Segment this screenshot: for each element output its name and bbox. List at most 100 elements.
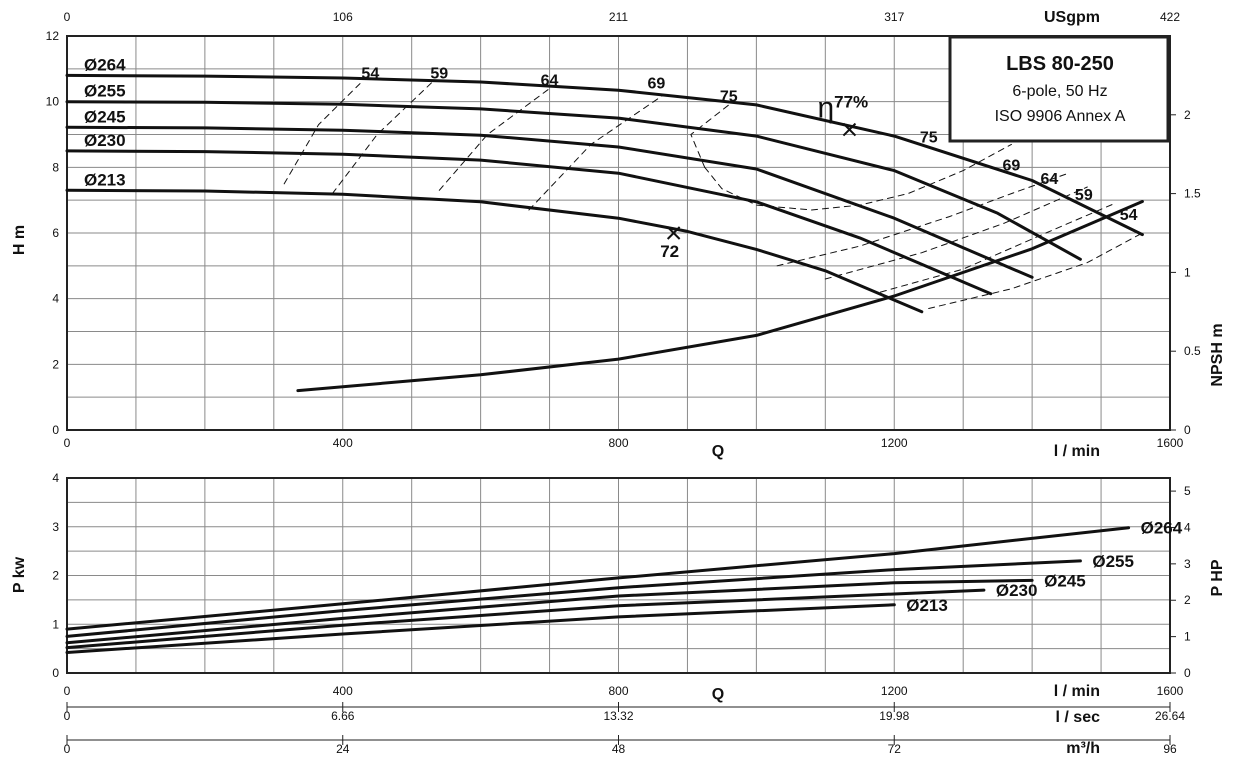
bottom-axis-unit-label: l / min (1054, 683, 1100, 700)
npsh-tick-label: 0.5 (1184, 344, 1201, 358)
power-curve-label: Ø230 (996, 581, 1038, 600)
bottom-axis-tick-label: 1200 (881, 684, 908, 698)
hp-axis-label: P HP (1209, 559, 1226, 596)
efficiency-line (438, 88, 551, 191)
npsh-tick-label: 2 (1184, 108, 1191, 122)
efficiency-line (690, 104, 730, 168)
efficiency-label: 64 (1040, 171, 1058, 188)
efficiency-line (331, 81, 433, 195)
power-y-axis-label: P kw (11, 556, 28, 593)
npsh-tick-label: 1 (1184, 265, 1191, 279)
power-curve-label: Ø213 (906, 596, 948, 615)
power-y-tick-label: 4 (52, 471, 59, 485)
power-curve-label: Ø264 (1141, 519, 1183, 538)
efficiency-label: 59 (1075, 187, 1093, 204)
bottom-axis-tick-label: 6.66 (331, 709, 355, 723)
efficiency-line (824, 186, 1088, 280)
usgpm-tick-label: 422 (1160, 10, 1180, 24)
bottom-axis-tick-label: 400 (333, 684, 353, 698)
head-curve-label: Ø230 (84, 131, 126, 150)
usgpm-tick-label: 0 (64, 10, 71, 24)
operating-point-marker (842, 122, 857, 137)
head-x-tick-label: 800 (608, 436, 628, 450)
best-efficiency-label: η77% (817, 92, 868, 125)
power-y-tick-label: 1 (52, 617, 59, 631)
bottom-axis-tick-label: 13.32 (603, 709, 633, 723)
efficiency-label: 69 (648, 76, 666, 93)
hp-tick-label: 0 (1184, 666, 1191, 680)
head-y-axis-label: H m (11, 225, 28, 255)
power-curve (65, 588, 986, 650)
bottom-axis-tick-label: 96 (1163, 742, 1177, 756)
head-y-tick-label: 4 (52, 292, 59, 306)
power-x-axis-label: Q (712, 686, 724, 703)
power-grid-frame (66, 477, 1171, 674)
head-curve (65, 73, 1144, 237)
usgpm-tick-label: 106 (333, 10, 353, 24)
usgpm-tick-label: 211 (609, 10, 628, 24)
head-y-tick-label: 12 (46, 29, 60, 43)
bottom-axis-tick-label: 1600 (1157, 684, 1184, 698)
head-y-tick-label: 2 (52, 357, 59, 371)
bottom-axis-tick-label: 800 (608, 684, 628, 698)
usgpm-tick-label: 317 (884, 10, 904, 24)
efficiency-line (880, 202, 1116, 293)
power-curve (65, 526, 1131, 631)
power-y-tick-label: 0 (52, 666, 59, 680)
pump-spec-line: 6-pole, 50 Hz (1012, 83, 1107, 100)
head-curve-label: Ø213 (84, 170, 126, 189)
efficiency-line (776, 173, 1068, 267)
head-curve (65, 125, 1034, 279)
hp-tick-label: 5 (1184, 484, 1191, 498)
head-y-tick-label: 6 (52, 226, 59, 240)
power-curve (65, 578, 1034, 645)
efficiency-line (928, 232, 1143, 309)
hp-tick-label: 2 (1184, 593, 1191, 607)
power-y-tick-label: 2 (52, 569, 59, 583)
head-x-tick-label: 400 (333, 436, 353, 450)
npsh-axis-label: NPSH m (1209, 323, 1226, 386)
head-curve-label: Ø264 (84, 55, 126, 74)
head-grid-frame (66, 35, 1171, 431)
bottom-axis-tick-label: 0 (64, 709, 71, 723)
head-x-tick-label: 1200 (881, 436, 908, 450)
head-curve (65, 149, 993, 296)
power-curve (65, 603, 896, 654)
operating-point-marker (666, 226, 681, 240)
head-y-tick-label: 8 (52, 160, 59, 174)
bottom-axis-tick-label: 19.98 (879, 709, 909, 723)
pump-standard-line: ISO 9906 Annex A (995, 108, 1126, 125)
pump-model-title: LBS 80-250 (1006, 53, 1114, 75)
efficiency-line (704, 143, 1012, 211)
head-x-axis-label: Q (712, 443, 724, 460)
bottom-axis-unit-label: l / sec (1056, 709, 1101, 726)
head-y-tick-label: 10 (46, 95, 60, 109)
bottom-axis-tick-label: 0 (64, 684, 71, 698)
head-curve-label: Ø245 (84, 107, 126, 126)
power-grid (66, 477, 1171, 674)
operating-point-label: 72 (660, 242, 679, 261)
efficiency-label: 69 (1003, 158, 1021, 175)
head-curve (65, 100, 1082, 261)
bottom-axis-tick-label: 26.64 (1155, 709, 1185, 723)
efficiency-label: 54 (1120, 207, 1138, 224)
head-curve-label: Ø255 (84, 82, 126, 101)
bottom-axis-tick-label: 24 (336, 742, 350, 756)
head-curve (65, 188, 924, 314)
power-curve-label: Ø245 (1044, 571, 1086, 590)
npsh-tick-label: 0 (1184, 423, 1191, 437)
efficiency-line (283, 83, 361, 185)
efficiency-label: 75 (920, 130, 938, 147)
power-curve-label: Ø255 (1092, 552, 1134, 571)
efficiency-label: 59 (430, 66, 448, 83)
head-x-units-label: l / min (1054, 443, 1100, 460)
power-y-tick-label: 3 (52, 520, 59, 534)
hp-tick-label: 1 (1184, 630, 1191, 644)
bottom-axis-unit-label: m³/h (1066, 740, 1100, 757)
bottom-axis-tick-label: 48 (612, 742, 626, 756)
npsh-curve (296, 200, 1144, 393)
head-y-tick-label: 0 (52, 423, 59, 437)
title-box (948, 35, 1170, 143)
